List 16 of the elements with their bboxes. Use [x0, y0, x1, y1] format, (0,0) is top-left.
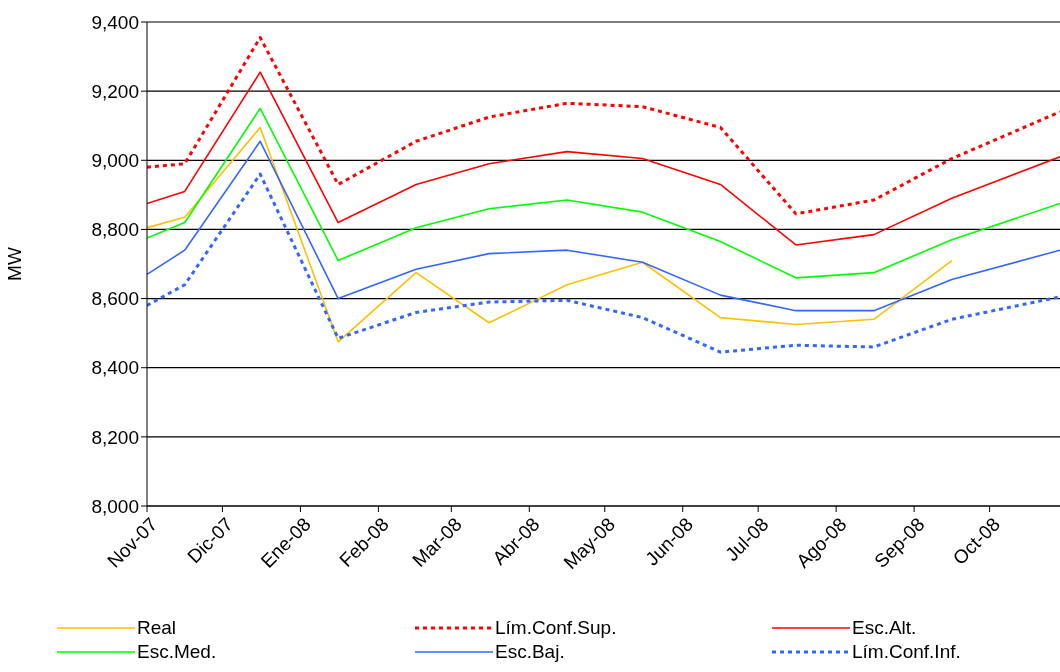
legend-label: Esc.Baj. [495, 640, 565, 664]
y-axis-title: MW [3, 247, 25, 281]
legend-label: Lím.Conf.Inf. [852, 640, 961, 664]
legend-label: Real [137, 616, 177, 640]
y-tick-label: 9,000 [91, 150, 139, 172]
line-series [147, 126, 953, 343]
legend-label: Lím.Conf.Sup. [495, 616, 617, 640]
y-tick-label: 8,200 [91, 426, 139, 448]
y-tick-label: 8,400 [91, 357, 139, 379]
y-tick-label: 9,400 [91, 11, 139, 33]
y-tick-label: 8,600 [91, 288, 139, 310]
y-tick-label: 8,800 [91, 219, 139, 241]
legend-label: Esc.Alt. [852, 616, 917, 640]
y-tick-label: 8,000 [91, 495, 139, 517]
legend-label: Esc.Med. [137, 640, 217, 664]
y-tick-label: 9,200 [91, 80, 139, 102]
